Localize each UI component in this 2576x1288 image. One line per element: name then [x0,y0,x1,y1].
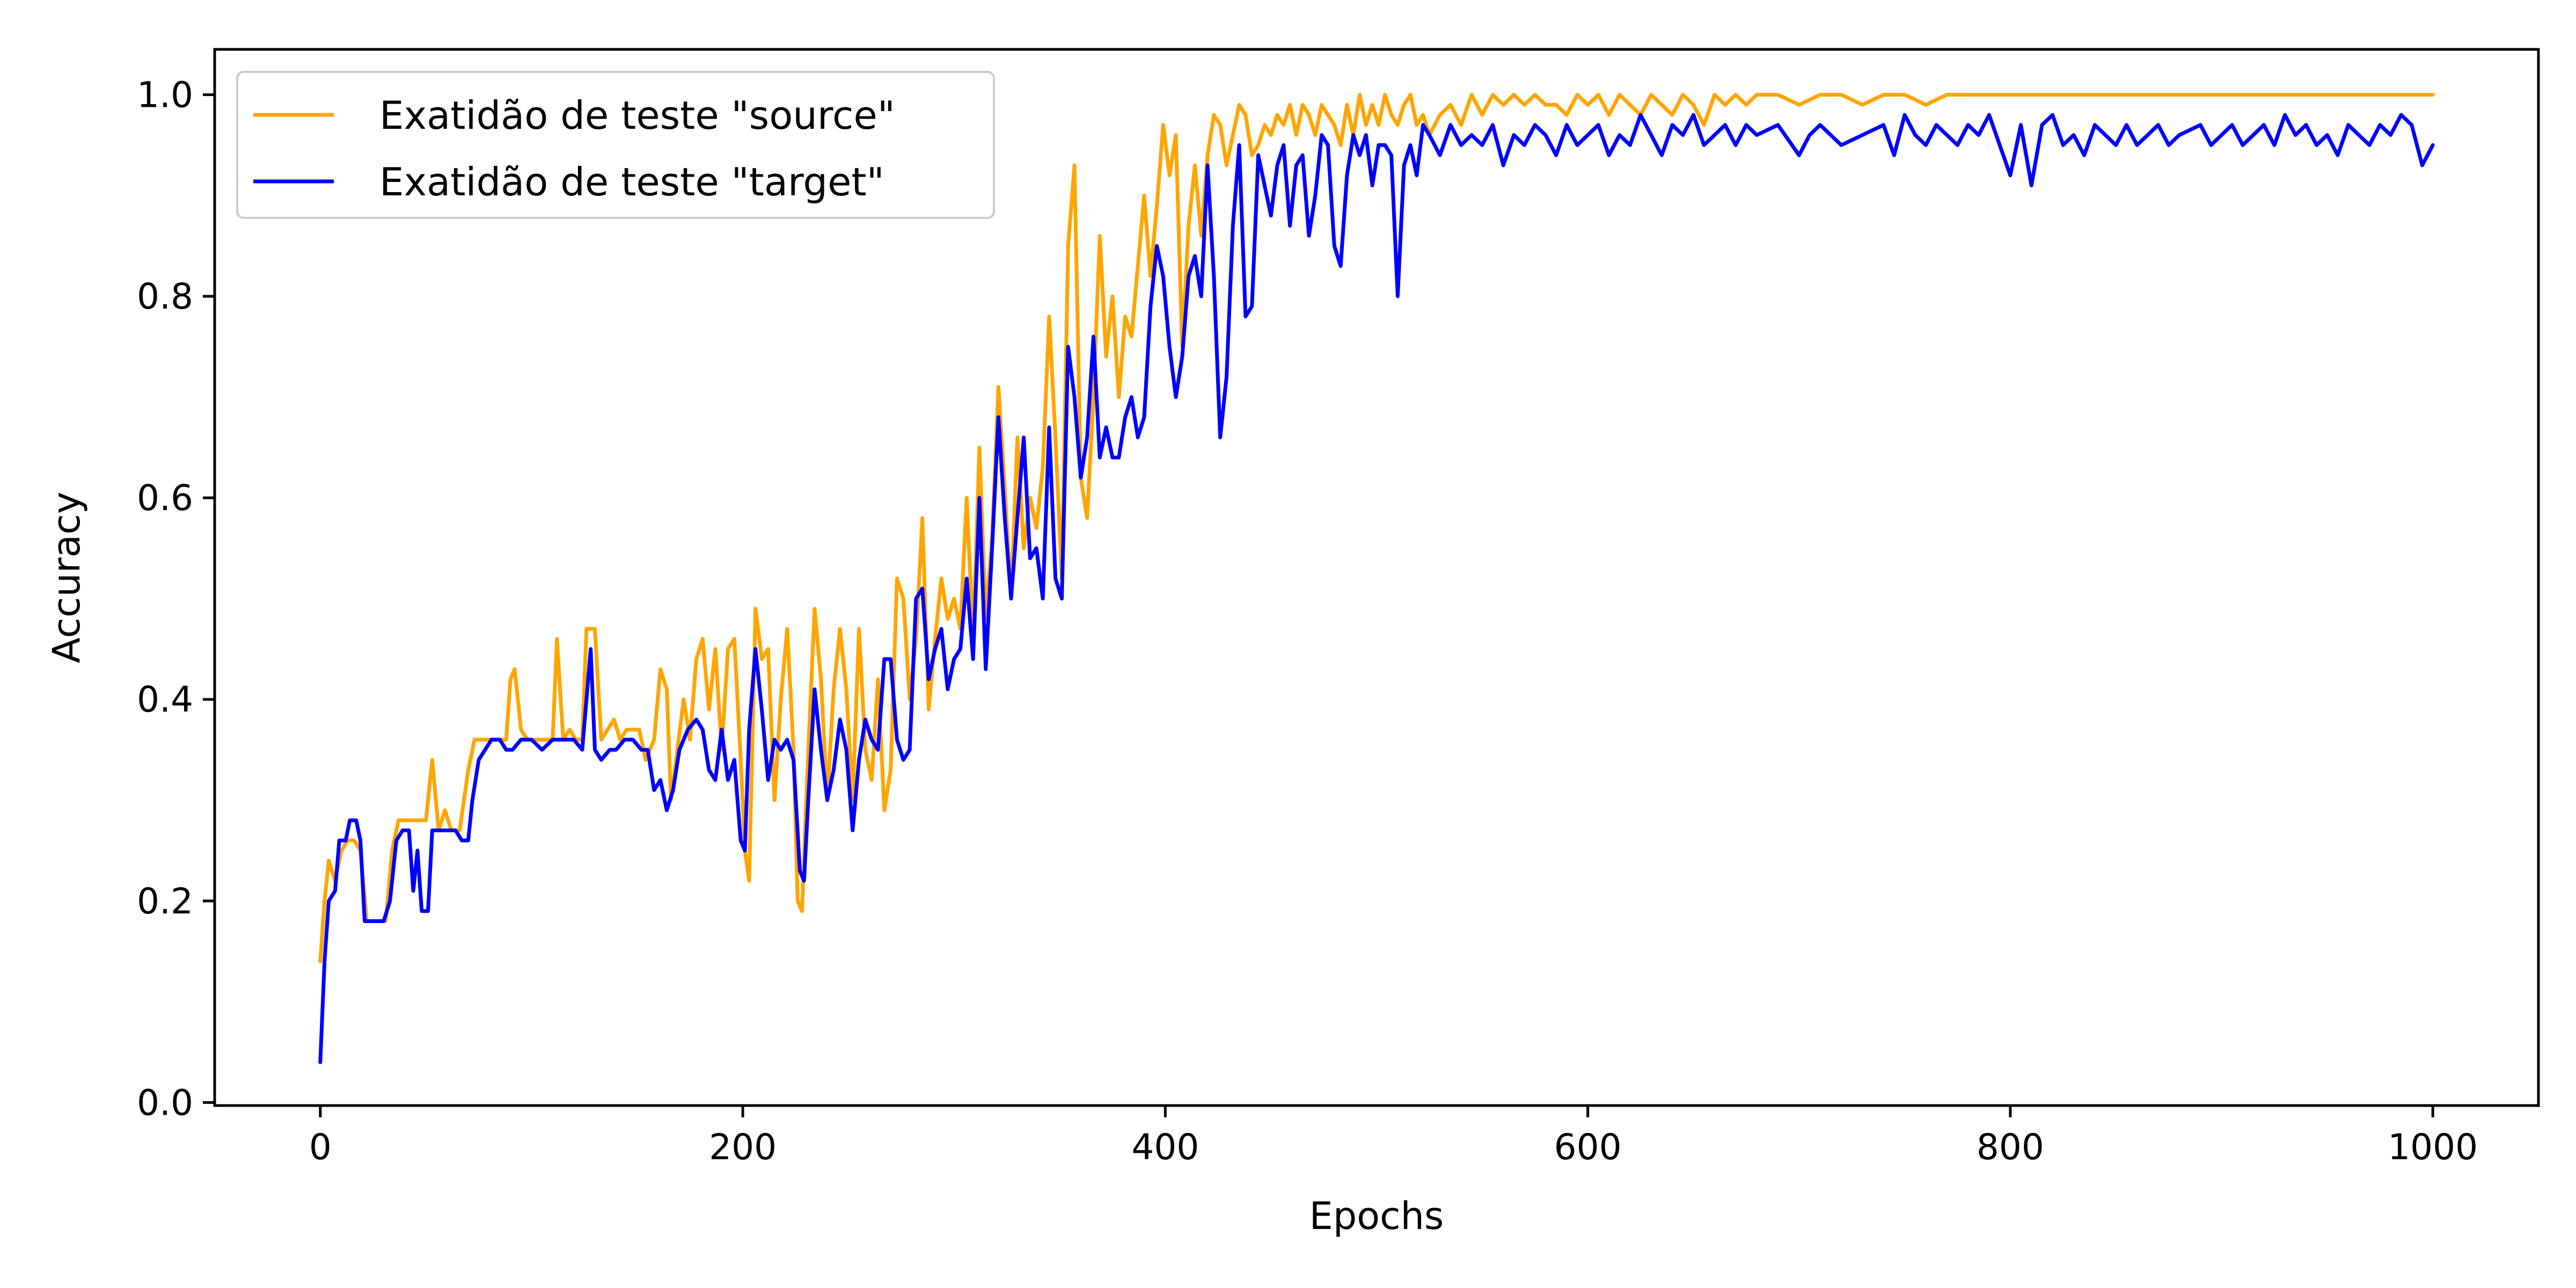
x-tick-label: 1000 [2388,1126,2478,1168]
x-tick-label: 200 [709,1126,777,1168]
y-axis-label: Accuracy [45,492,89,663]
x-tick-label: 0 [309,1126,332,1168]
x-axis: 0 200 400 600 800 1000 [309,1106,2478,1168]
y-tick-label: 0.8 [137,276,193,317]
y-tick-label: 0.0 [137,1082,193,1123]
x-axis-label: Epochs [1309,1194,1444,1238]
y-tick-label: 0.2 [137,881,193,922]
plot-area [318,93,2435,1064]
legend-box [236,71,995,219]
y-axis: 0.0 0.2 0.4 0.6 0.8 1.0 [137,75,215,1123]
y-tick-label: 1.0 [137,75,193,116]
legend: Exatidão de teste "source" Exatidão de te… [236,71,995,219]
x-tick-label: 400 [1131,1126,1199,1168]
legend-label-target: Exatidão de teste "target" [379,159,884,204]
axes-frame [213,48,2540,1107]
x-tick-label: 800 [1977,1126,2044,1168]
legend-label-source: Exatidão de teste "source" [379,93,895,138]
x-tick-label: 600 [1554,1126,1622,1168]
series-line-target [318,113,2435,1064]
y-tick-label: 0.4 [137,679,193,720]
y-tick-label: 0.6 [137,478,193,519]
